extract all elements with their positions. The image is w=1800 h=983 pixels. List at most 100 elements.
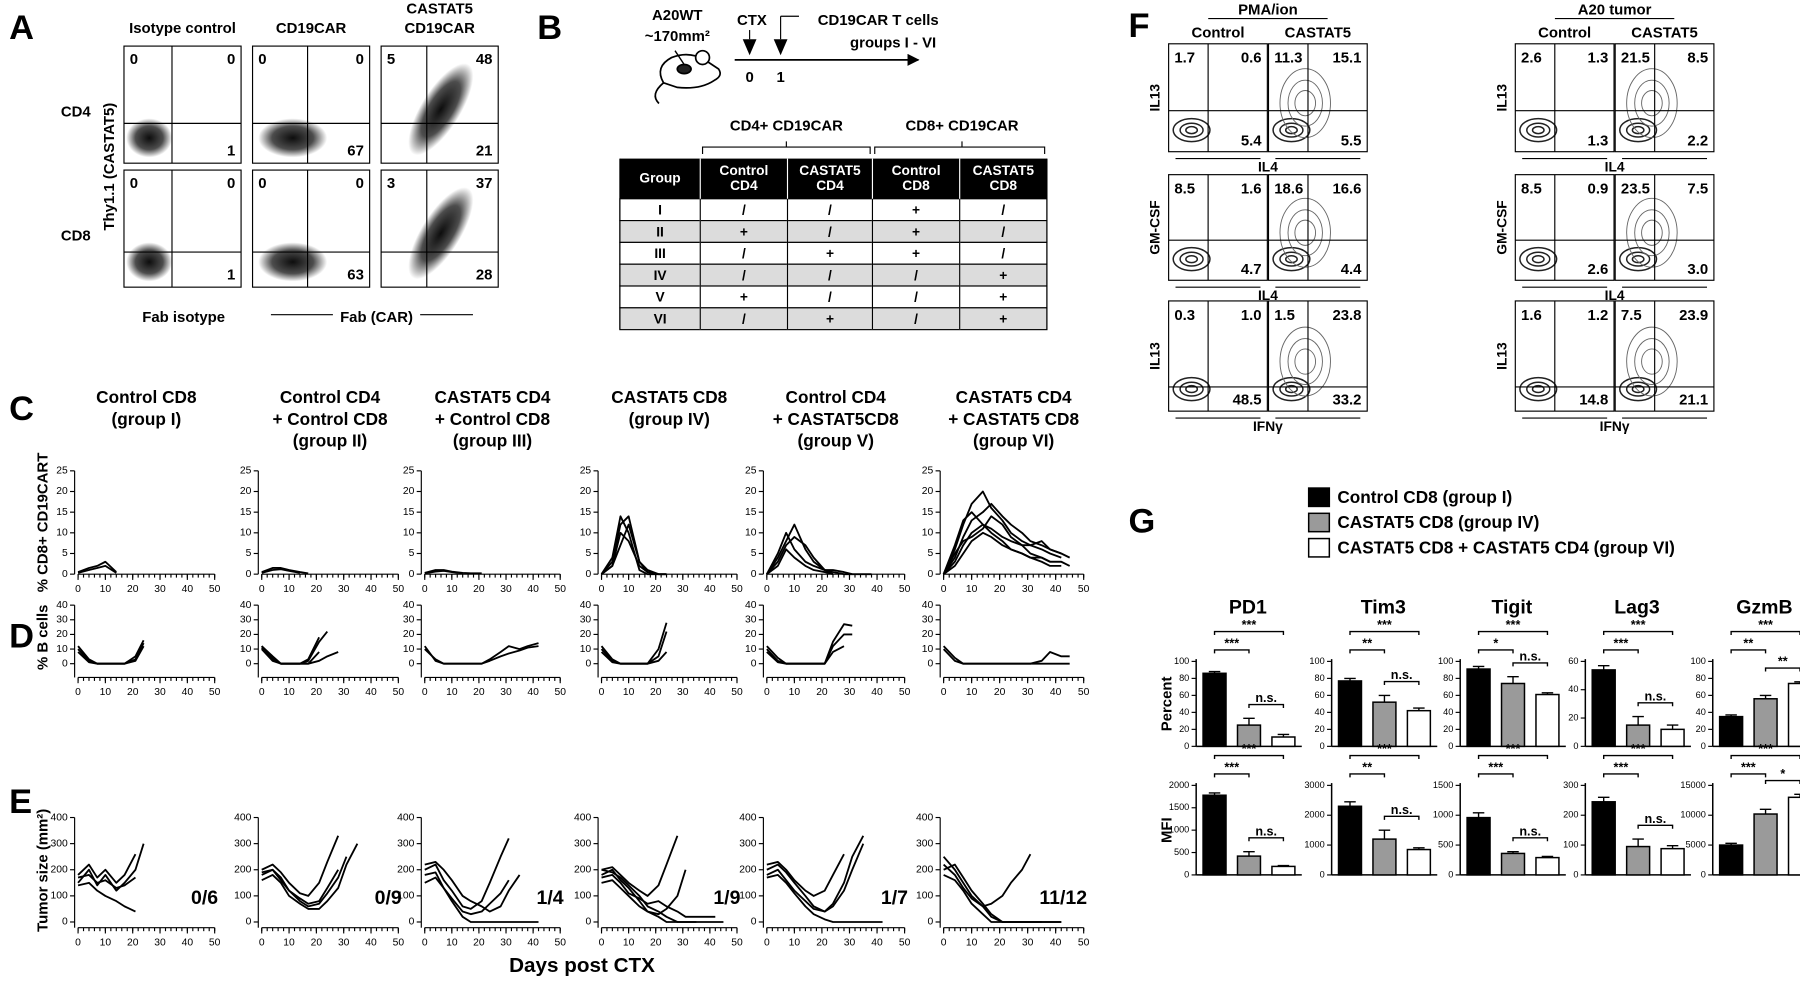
error-bar	[1378, 694, 1391, 703]
quadrant-value: 7.5	[1687, 181, 1708, 198]
x-tick-label: 40	[527, 584, 539, 595]
contour	[1526, 381, 1551, 397]
y-tick-label: 500	[1174, 847, 1189, 857]
quadrant-value: 2.6	[1588, 261, 1609, 278]
y-tick-label: 1500	[1169, 802, 1189, 812]
x-axis-label: IL4	[1258, 159, 1278, 174]
x-tick-label: 50	[731, 584, 743, 595]
table-cell: /	[742, 312, 746, 327]
significance-label: n.s.	[1519, 824, 1541, 838]
quadrant-value: 16.6	[1332, 181, 1361, 198]
x-tick-label: 30	[677, 584, 689, 595]
column-title: PD1	[1229, 597, 1267, 619]
y-tick-label: 1000	[1433, 810, 1453, 820]
y-tick-label: 0	[246, 569, 252, 580]
significance-bracket	[1603, 773, 1639, 778]
x-tick-label: 0	[764, 584, 770, 595]
error-bar	[1378, 829, 1391, 840]
y-tick-label: 200	[739, 864, 756, 875]
table-row	[619, 263, 1048, 287]
group-title: (group VI)	[973, 431, 1054, 451]
x-tick-label: 40	[365, 937, 377, 948]
bar	[1372, 838, 1397, 876]
x-tick-label: 30	[500, 584, 512, 595]
mouse-trace	[942, 856, 1042, 923]
column-title: CASTAT5	[406, 0, 473, 17]
quadrant-value: 67	[347, 143, 364, 160]
legend-swatch	[1307, 487, 1331, 508]
quadrant-value: 1.0	[1241, 307, 1262, 324]
significance-label: ***	[1631, 618, 1646, 632]
y-tick-label: 40	[745, 600, 757, 611]
contour	[1531, 384, 1545, 394]
bar	[1337, 805, 1363, 876]
table-cell: IV	[654, 268, 668, 283]
mouse-trace	[600, 515, 659, 576]
x-tick-label: 10	[789, 584, 801, 595]
quadrant-value: 4.7	[1241, 261, 1262, 278]
y-tick-label: 30	[240, 615, 252, 626]
group-title: (group IV)	[629, 409, 710, 429]
dose-arrow	[773, 39, 788, 56]
x-axis-label: IL4	[1258, 288, 1278, 303]
quadrant-value: 28	[476, 267, 493, 284]
quadrant-value: 1.6	[1521, 307, 1542, 324]
row-label: Percent	[1158, 676, 1175, 731]
y-tick-label: 40	[1568, 684, 1578, 694]
contour	[1179, 122, 1204, 138]
x-tick-label: 10	[623, 687, 635, 698]
significance-bracket	[1730, 773, 1767, 778]
y-tick-label: 40	[56, 600, 68, 611]
contour	[1626, 197, 1678, 268]
mouse-trace	[766, 843, 865, 913]
y-tick-label: 0	[585, 658, 591, 669]
cell-cloud	[408, 63, 474, 156]
y-tick-label: 20	[240, 629, 252, 640]
plot-frame	[1267, 300, 1368, 412]
x-tick-label: 10	[789, 937, 801, 948]
mouse-trace	[77, 560, 117, 573]
x-axis-label: Fab isotype	[142, 309, 225, 326]
row-label: CD8	[61, 228, 91, 245]
significance-bracket	[1383, 815, 1420, 820]
x-tick-label: 40	[182, 687, 194, 698]
y-tick-label: 25	[56, 466, 68, 477]
x-tick-label: 40	[704, 584, 716, 595]
x-tick-label: 10	[283, 687, 295, 698]
significance-bracket	[1213, 649, 1250, 654]
table-cell: V	[655, 290, 665, 305]
significance-label: *	[1780, 767, 1785, 781]
quadrant-value: 0	[227, 175, 235, 192]
y-tick-label: 25	[745, 466, 757, 477]
group-title: (group V)	[797, 431, 873, 451]
table-cell: /	[742, 246, 746, 261]
x-tick-label: 40	[527, 687, 539, 698]
y-tick-label: 300	[739, 838, 756, 849]
x-tick-label: 50	[554, 687, 566, 698]
y-tick-label: 80	[1179, 673, 1189, 683]
table-cell: +	[912, 202, 920, 217]
response-ratio: 1/7	[881, 887, 908, 909]
plot-frame	[251, 169, 371, 288]
group-title: Control CD4	[280, 387, 381, 407]
y-tick-label: 400	[916, 812, 933, 823]
significance-label: ***	[1242, 618, 1257, 632]
plot-frame	[1168, 174, 1268, 281]
x-tick-label: 0	[941, 584, 947, 595]
x-tick-label: 20	[311, 584, 323, 595]
quadrant-value: 33.2	[1332, 392, 1361, 409]
bar	[1753, 698, 1778, 748]
contour	[1179, 381, 1204, 397]
significance-label: ***	[1242, 742, 1257, 756]
y-tick-label: 30	[922, 615, 934, 626]
mouse-trace	[261, 568, 301, 574]
x-tick-label: 0	[259, 937, 265, 948]
mouse-trace	[600, 651, 668, 665]
significance-label: n.s.	[1644, 689, 1666, 703]
contour	[1185, 384, 1199, 394]
bar	[1202, 794, 1227, 876]
x-tick-label: 20	[311, 687, 323, 698]
y-tick-label: 0	[1701, 869, 1706, 879]
mouse-trace	[943, 853, 1032, 908]
y-tick-label: 40	[240, 600, 252, 611]
